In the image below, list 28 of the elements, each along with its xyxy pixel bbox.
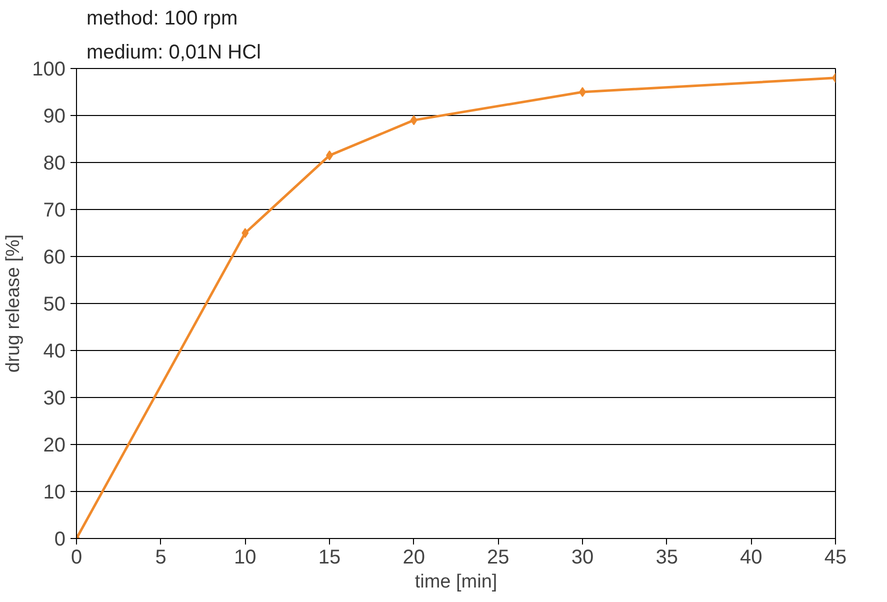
y-tick-label: 60 (43, 246, 66, 268)
x-tick-label: 5 (155, 546, 166, 568)
x-tick-label: 25 (487, 546, 510, 568)
point (242, 228, 249, 238)
y-tick-label: 100 (32, 58, 66, 80)
y-tick-label: 30 (43, 388, 66, 410)
x-tick-label: 0 (70, 546, 82, 568)
y-tick-label: 10 (43, 482, 66, 504)
x-tick-label: 15 (318, 546, 341, 568)
x-tick-label: 20 (402, 546, 425, 568)
x-tick-label: 35 (656, 546, 678, 568)
point (579, 87, 586, 97)
x-tick-label: 45 (824, 546, 847, 568)
y-tick-label: 80 (43, 152, 66, 174)
y-tick-label: 70 (43, 200, 66, 222)
x-axis-title: time [min] (414, 572, 498, 592)
text: medium: 0,01N HCl (86, 42, 262, 64)
y-tick-label: 90 (43, 106, 66, 128)
y-tick-label: 0 (54, 528, 66, 550)
x-tick-label: 40 (740, 546, 762, 568)
x-tick-label: 10 (234, 546, 256, 568)
y-axis-title: drug release [%] (3, 234, 24, 373)
y-tick-label: 40 (43, 340, 66, 362)
y-tick-label: 50 (43, 294, 66, 316)
point (410, 115, 418, 126)
text: method: 100 rpm (86, 8, 238, 30)
y-tick-label: 20 (43, 434, 66, 456)
x-tick-label: 30 (571, 546, 594, 568)
